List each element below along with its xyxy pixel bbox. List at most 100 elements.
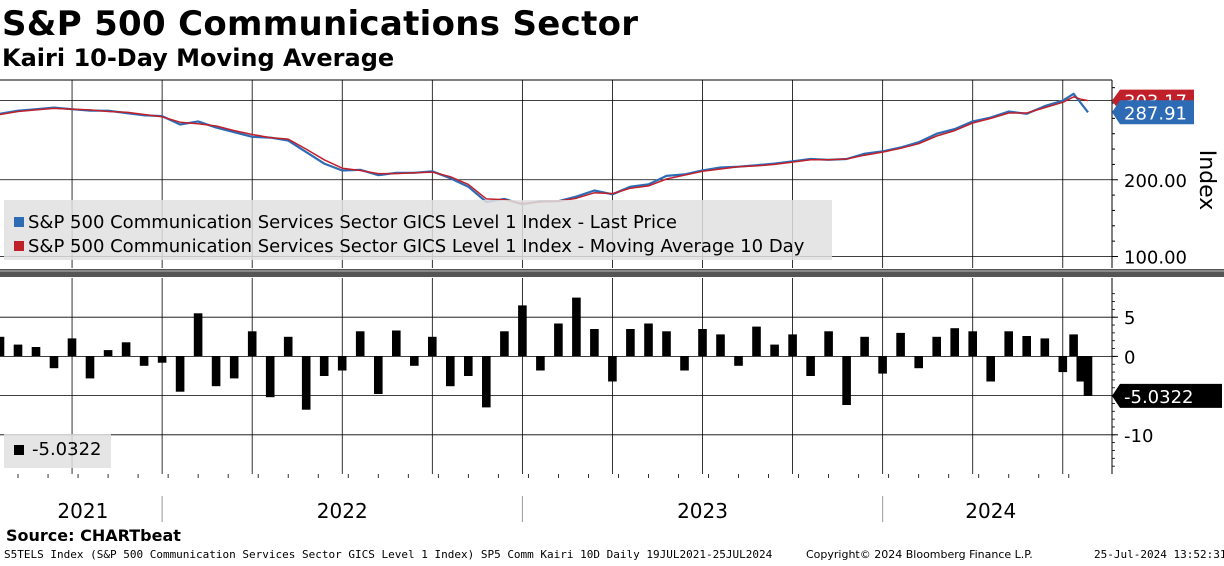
price-panel <box>0 92 1089 206</box>
kairi-bar <box>67 338 77 357</box>
series-moving-average-line <box>0 96 1089 205</box>
kairi-bar <box>662 331 671 357</box>
kairi-bar <box>572 297 581 357</box>
kairi-legend: -5.0322 <box>4 434 111 468</box>
kairi-value-tag <box>1112 383 1222 408</box>
kairi-panel <box>0 297 1093 410</box>
kairi-y-tick-label: 0 <box>1124 347 1135 368</box>
kairi-bar <box>0 336 5 357</box>
kairi-bar <box>1069 334 1078 357</box>
kairi-bar <box>247 331 257 357</box>
kairi-bar <box>49 356 59 369</box>
last-price-value-tag <box>1112 100 1194 125</box>
kairi-bar <box>914 356 923 369</box>
kairi-bar <box>788 334 797 357</box>
x-tick-label: 2022 <box>317 499 368 523</box>
footer-copyright: Copyright© 2024 Bloomberg Finance L.P. <box>806 548 1033 561</box>
kairi-bar <box>1058 356 1068 373</box>
price-legend: S&P 500 Communication Services Sector GI… <box>4 200 832 260</box>
kairi-bar <box>554 323 563 357</box>
legend-label-moving-average: S&P 500 Communication Services Sector GI… <box>28 236 805 257</box>
kairi-bar <box>1083 356 1093 396</box>
legend-label-last-price: S&P 500 Communication Services Sector GI… <box>28 212 677 233</box>
kairi-bar <box>752 326 761 357</box>
kairi-bar <box>13 344 23 357</box>
kairi-bar <box>392 330 401 357</box>
kairi-bar <box>175 356 185 392</box>
kairi-bar <box>319 356 329 376</box>
kairi-bar <box>608 356 617 382</box>
axis-layer: 100.00200.00Index303.17287.9150-10-5.032… <box>0 79 1224 523</box>
kairi-bar <box>410 356 419 366</box>
kairi-bar <box>878 356 887 374</box>
legend-swatch-black <box>14 445 24 455</box>
kairi-bar <box>806 356 815 376</box>
kairi-bar <box>734 356 743 366</box>
kairi-bar <box>229 356 239 379</box>
footer-description: S5TELS Index (S&P 500 Communication Serv… <box>4 548 773 561</box>
chart-title: S&P 500 Communications Sector <box>2 4 639 44</box>
price-y-tick-label: 100.00 <box>1124 247 1187 268</box>
kairi-bar <box>842 356 851 405</box>
source-label: Source: CHARTbeat <box>6 526 181 545</box>
panel-divider <box>0 269 1224 277</box>
kairi-bar <box>193 313 203 357</box>
kairi-value-label: -5.0322 <box>1124 387 1193 408</box>
legend-swatch-blue <box>14 217 24 227</box>
chart-subtitle: Kairi 10-Day Moving Average <box>2 44 395 72</box>
kairi-bar <box>103 350 113 357</box>
kairi-bar <box>950 328 959 357</box>
kairi-bar <box>698 329 707 357</box>
kairi-bar <box>716 334 725 357</box>
kairi-bar <box>211 356 221 387</box>
price-y-axis-label: Index <box>1194 150 1219 211</box>
kairi-bar <box>590 329 599 357</box>
kairi-bar <box>644 323 653 357</box>
kairi-bar <box>986 356 995 382</box>
last-price-value-label: 287.91 <box>1124 103 1187 124</box>
kairi-legend-value: -5.0322 <box>32 439 102 460</box>
kairi-bar <box>518 305 527 357</box>
kairi-bar <box>301 356 311 410</box>
series-last-price-line <box>0 92 1089 206</box>
x-tick-label: 2023 <box>677 499 728 523</box>
legend-item-last-price: S&P 500 Communication Services Sector GI… <box>14 212 677 233</box>
kairi-bar <box>1040 338 1050 357</box>
kairi-bar <box>680 356 689 371</box>
kairi-bar <box>446 356 455 387</box>
kairi-bar <box>500 331 509 357</box>
kairi-y-tick-label: -10 <box>1124 426 1153 447</box>
x-tick-label: 2021 <box>57 499 108 523</box>
kairi-bar <box>283 336 293 357</box>
kairi-bar <box>770 344 779 357</box>
kairi-bar <box>896 332 905 357</box>
kairi-bar <box>932 336 941 357</box>
x-tick-label: 2024 <box>965 499 1016 523</box>
kairi-bar <box>85 356 95 379</box>
kairi-bar <box>157 356 167 363</box>
kairi-bar <box>428 336 437 357</box>
kairi-bar <box>31 347 41 357</box>
legend-swatch-red <box>14 241 24 251</box>
kairi-bar <box>355 331 365 357</box>
kairi-bar <box>265 356 275 398</box>
kairi-bar <box>968 331 977 357</box>
kairi-bar <box>482 356 491 408</box>
kairi-bar <box>121 342 131 357</box>
kairi-bar <box>536 356 545 371</box>
legend-item-moving-average: S&P 500 Communication Services Sector GI… <box>14 236 804 257</box>
kairi-bar <box>860 336 869 357</box>
kairi-bar <box>464 356 473 376</box>
kairi-bar <box>139 356 149 366</box>
kairi-bar <box>337 356 347 371</box>
kairi-y-tick-label: 5 <box>1124 308 1135 329</box>
kairi-bar <box>824 331 833 357</box>
kairi-bar <box>1004 331 1013 357</box>
price-y-tick-label: 200.00 <box>1124 171 1187 192</box>
footer-timestamp: 25-Jul-2024 13:52:31 <box>1094 548 1224 561</box>
kairi-bar <box>1022 336 1031 357</box>
kairi-bar <box>1076 356 1086 382</box>
kairi-bar <box>374 356 383 394</box>
kairi-bar <box>626 329 635 357</box>
